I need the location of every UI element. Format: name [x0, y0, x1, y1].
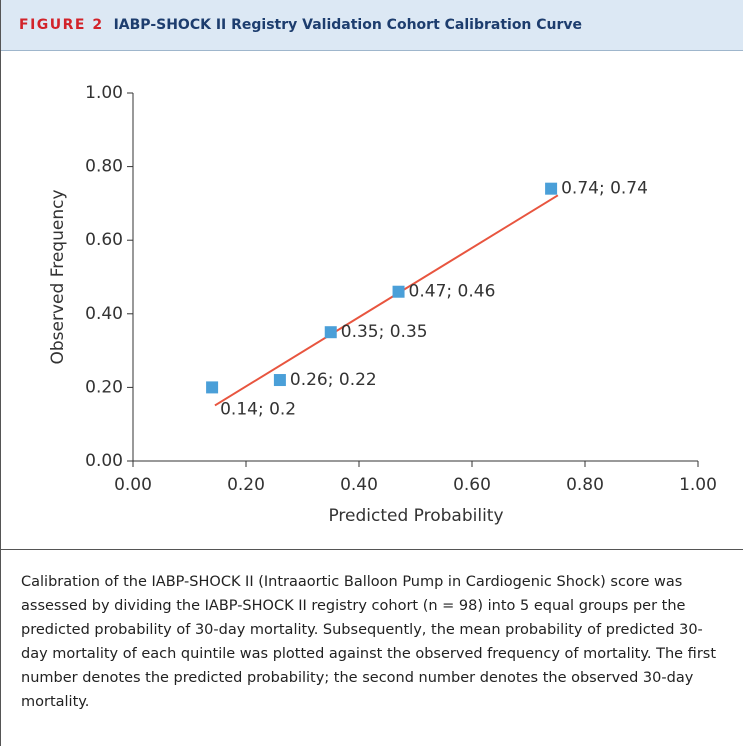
- figure-header: FIGURE 2 IABP-SHOCK II Registry Validati…: [1, 0, 743, 51]
- y-tick-label: 0.40: [85, 304, 123, 324]
- y-axis-title: Observed Frequency: [48, 189, 68, 364]
- data-point: [545, 182, 558, 195]
- data-label: 0.74; 0.74: [561, 179, 648, 199]
- x-tick-label: 0.60: [453, 475, 491, 495]
- x-tick-label: 1.00: [679, 475, 717, 495]
- y-tick-label: 1.00: [85, 83, 123, 103]
- data-point: [206, 381, 219, 394]
- y-tick-label: 0.20: [85, 377, 123, 397]
- data-label: 0.14; 0.2: [220, 399, 296, 419]
- data-label: 0.35; 0.35: [341, 322, 428, 342]
- x-tick-label: 0.00: [114, 475, 152, 495]
- data-label: 0.47; 0.46: [409, 282, 496, 302]
- x-tick-label: 0.80: [566, 475, 604, 495]
- data-point: [392, 285, 405, 298]
- data-point: [324, 326, 337, 339]
- y-tick-label: 0.80: [85, 157, 123, 177]
- caption: Calibration of the IABP-SHOCK II (Intraa…: [1, 549, 743, 714]
- trend-line: [214, 194, 559, 407]
- data-label: 0.26; 0.22: [290, 370, 377, 390]
- chart: Predicted Probability Observed Frequency…: [48, 83, 717, 526]
- data-point: [273, 374, 286, 387]
- x-tick-label: 0.20: [227, 475, 265, 495]
- figure-title: IABP-SHOCK II Registry Validation Cohort…: [113, 17, 583, 33]
- y-tick-label: 0.60: [85, 230, 123, 250]
- x-tick-label: 0.40: [340, 475, 378, 495]
- x-axis-title: Predicted Probability: [328, 506, 503, 526]
- figure-label: FIGURE 2: [19, 17, 104, 33]
- y-tick-label: 0.00: [85, 451, 123, 471]
